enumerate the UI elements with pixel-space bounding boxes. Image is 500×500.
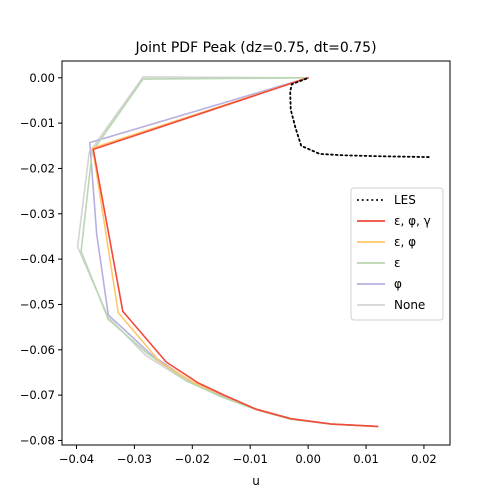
series-line-5 [289,77,431,159]
x-tick-label: −0.01 [233,452,268,466]
legend-label: ε [394,256,401,270]
x-axis-label: u [252,474,260,488]
y-tick-label: −0.08 [20,433,55,447]
series-line-3 [91,77,379,428]
y-tick-label: −0.04 [20,252,55,266]
legend-label: None [394,298,425,312]
legend-label: ε, φ, γ [394,214,431,228]
plot-frame [61,60,451,446]
legend-label: LES [394,193,416,207]
series-line-1 [89,77,379,428]
x-tick-label: −0.02 [175,452,210,466]
series-line-0 [76,76,379,428]
y-tick-label: −0.05 [20,297,55,311]
y-tick-label: −0.03 [20,207,55,221]
plot-axes: −0.04 −0.03 −0.02 −0.01 0.00 0.01 0.02 0.00 −0.0… [20,60,451,466]
x-tick-label: −0.04 [59,452,94,466]
x-tick-label: 0.01 [353,452,379,466]
plot-series [76,76,431,428]
y-tick-label: −0.07 [20,388,55,402]
y-tick-label: 0.00 [29,71,55,85]
x-tick-label: 0.02 [411,452,437,466]
y-tick-label: −0.02 [20,161,55,175]
x-tick-label: −0.03 [117,452,152,466]
y-tick-label: −0.06 [20,343,55,357]
x-tick-label: 0.00 [295,452,321,466]
series-line-4 [92,77,379,428]
chart-title: Joint PDF Peak (dz=0.75, dt=0.75) [134,40,376,56]
series-line-2 [80,77,379,428]
y-tick-label: −0.01 [20,116,55,130]
legend-label: ε, φ [394,235,416,249]
legend: LES ε, φ, γ ε, φ εφ None [350,187,444,321]
legend-label: φ [394,277,402,291]
